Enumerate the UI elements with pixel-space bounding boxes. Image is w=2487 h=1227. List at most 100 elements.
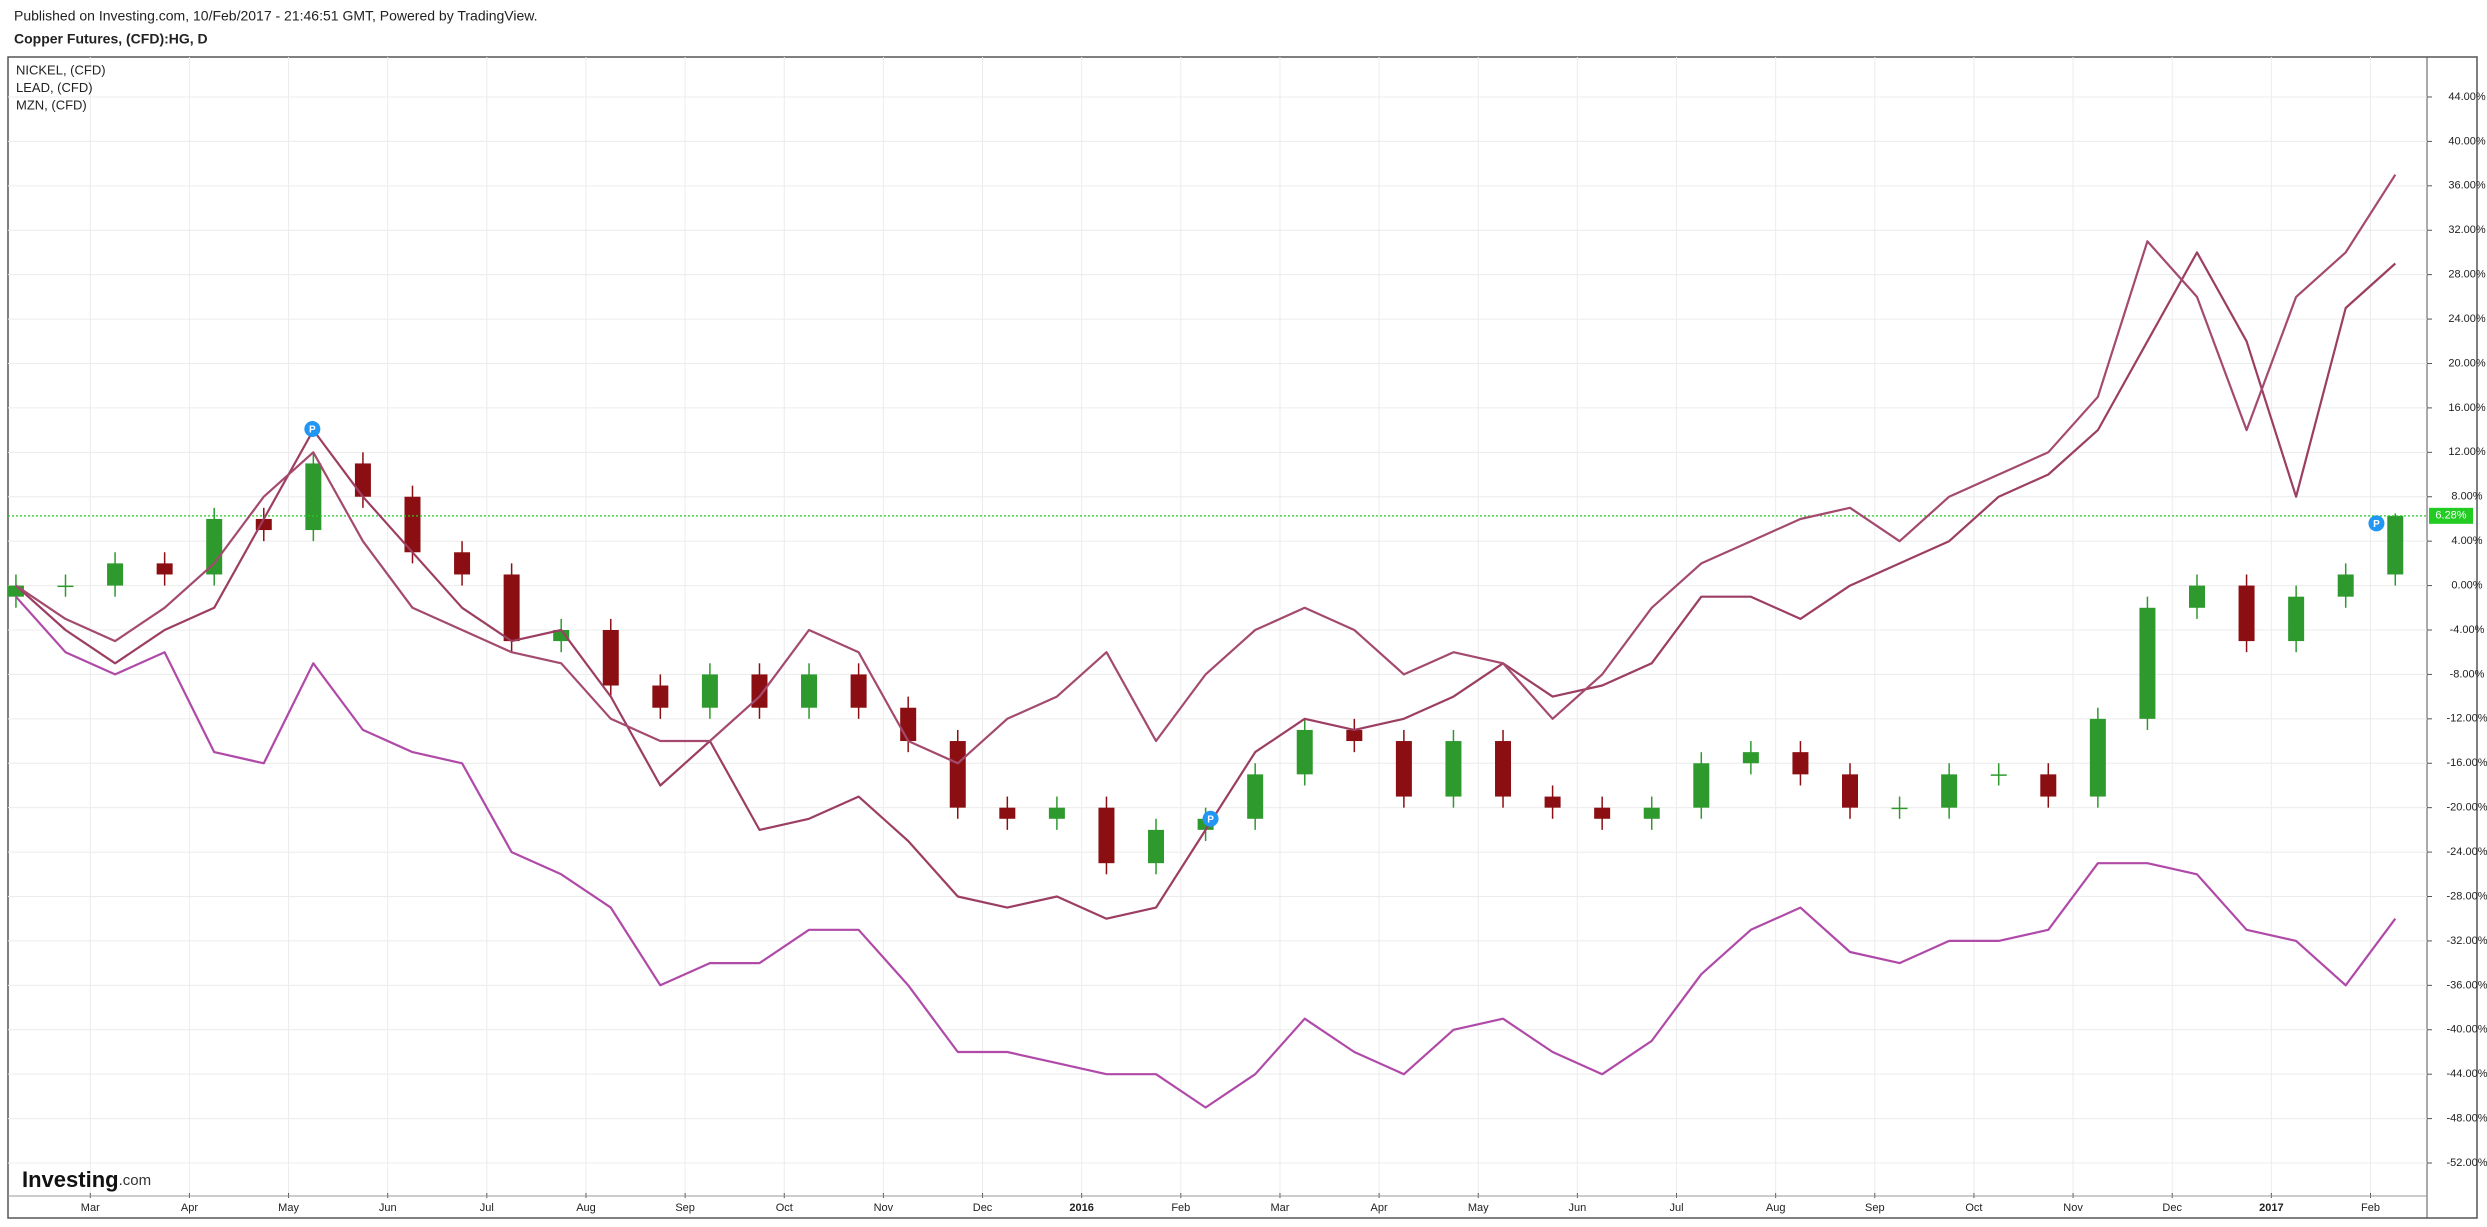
candle-body <box>2288 596 2305 642</box>
annotation-marker <box>304 421 321 438</box>
candle-body <box>57 585 74 588</box>
candle-body <box>1148 829 1165 864</box>
candle-body <box>1048 807 1065 819</box>
compare-line <box>15 251 2397 920</box>
candle-body <box>404 496 421 553</box>
x-tick-label: Mar <box>1270 1202 1289 1214</box>
x-tick-label: Jul <box>480 1202 494 1214</box>
x-tick-label: Jun <box>1569 1202 1587 1214</box>
candle-body <box>553 629 570 642</box>
candle-body <box>1792 752 1809 775</box>
x-tick-label: Oct <box>1965 1202 1982 1214</box>
x-tick-label: Aug <box>576 1202 596 1214</box>
chart-subtitle: Copper Futures, (CFD):HG, D <box>14 31 208 47</box>
annotation-label: P <box>2373 519 2380 530</box>
y-tick-label: -28.00% <box>2447 890 2487 902</box>
x-tick-label: Apr <box>181 1202 198 1214</box>
candle-body <box>1445 741 1462 797</box>
y-tick-label: -36.00% <box>2447 979 2487 991</box>
candle-body <box>7 585 24 597</box>
candle-body <box>2238 585 2255 642</box>
candle-body <box>255 518 272 531</box>
x-tick-label: May <box>278 1202 299 1214</box>
candle-body <box>503 574 520 642</box>
candle-body <box>107 563 124 586</box>
y-tick-label: -40.00% <box>2447 1024 2487 1036</box>
candle-body <box>1098 807 1115 864</box>
candle-body <box>2139 607 2156 719</box>
y-tick-label: 36.00% <box>2448 180 2486 192</box>
candle-body <box>1891 807 1908 810</box>
candle-body <box>602 629 619 686</box>
legend-entry: NICKEL, (CFD) <box>16 62 106 77</box>
candle-body <box>2188 585 2205 608</box>
x-tick-label: Apr <box>1371 1202 1388 1214</box>
y-tick-label: 12.00% <box>2448 446 2486 458</box>
annotation-label: P <box>309 425 316 436</box>
candle-body <box>1395 741 1412 797</box>
candle-body <box>999 807 1016 819</box>
logo-suffix: .com <box>119 1172 152 1189</box>
candle-body <box>2089 718 2106 797</box>
candle-body <box>850 674 867 708</box>
x-tick-label: Feb <box>2361 1202 2380 1214</box>
x-tick-label: Oct <box>776 1202 793 1214</box>
candle-body <box>1296 729 1313 775</box>
candle-body <box>354 463 371 497</box>
candle-body <box>1842 774 1859 808</box>
plot: P P P <box>7 174 2427 1109</box>
candle-body <box>900 707 917 742</box>
annotation-marker <box>1202 810 1219 827</box>
logo-main: Investing <box>22 1167 119 1192</box>
candle-body <box>949 741 966 808</box>
x-tick-label: Dec <box>2162 1202 2182 1214</box>
candle-body <box>1544 796 1561 808</box>
last-value-label: 6.28% <box>2435 510 2466 522</box>
annotation-marker <box>2368 515 2385 532</box>
candle-body <box>1941 774 1958 808</box>
y-tick-label: -8.00% <box>2450 668 2485 680</box>
x-tick-label: Aug <box>1766 1202 1786 1214</box>
logo: Investing.com <box>22 1167 151 1192</box>
y-tick-label: -48.00% <box>2447 1113 2487 1125</box>
y-tick-label: -52.00% <box>2447 1157 2487 1169</box>
x-tick-label: Sep <box>675 1202 695 1214</box>
candle-body <box>454 552 471 575</box>
y-tick-label: 20.00% <box>2448 357 2486 369</box>
candle-body <box>2337 574 2354 597</box>
candle-body <box>801 674 818 708</box>
candle-body <box>1693 763 1710 808</box>
x-tick-label: Nov <box>874 1202 894 1214</box>
y-tick-label: -44.00% <box>2447 1068 2487 1080</box>
candle-body <box>305 463 322 531</box>
y-tick-label: 8.00% <box>2451 491 2482 503</box>
candle-body <box>1742 752 1759 764</box>
axes: 44.00% 40.00% 36.00% 32.00% 28.00% 24.00% 20.0… <box>8 62 2487 1214</box>
x-tick-label: Dec <box>973 1202 993 1214</box>
legend-entry: LEAD, (CFD) <box>16 80 93 95</box>
candle-body <box>2040 774 2057 797</box>
x-tick-label: 2016 <box>1069 1202 1093 1214</box>
last-value-tag <box>2429 507 2473 524</box>
candle-body <box>1990 774 2007 776</box>
x-tick-label: 2017 <box>2259 1202 2283 1214</box>
annotation-label: P <box>1207 814 1214 825</box>
x-tick-label: May <box>1468 1202 1489 1214</box>
candle-body <box>1594 807 1611 819</box>
y-tick-label: 16.00% <box>2448 402 2486 414</box>
y-tick-label: 40.00% <box>2448 135 2486 147</box>
y-tick-label: 44.00% <box>2448 91 2486 103</box>
x-tick-label: Sep <box>1865 1202 1885 1214</box>
candle-body <box>652 685 669 708</box>
candle-body <box>1643 807 1660 819</box>
y-tick-label: 24.00% <box>2448 313 2486 325</box>
y-tick-label: 4.00% <box>2451 535 2482 547</box>
y-tick-label: -4.00% <box>2450 624 2485 636</box>
compare-line <box>15 174 2397 765</box>
y-tick-label: 28.00% <box>2448 269 2486 281</box>
candle-body <box>206 518 223 575</box>
y-tick-label: -24.00% <box>2447 846 2487 858</box>
y-tick-label: -20.00% <box>2447 802 2487 814</box>
